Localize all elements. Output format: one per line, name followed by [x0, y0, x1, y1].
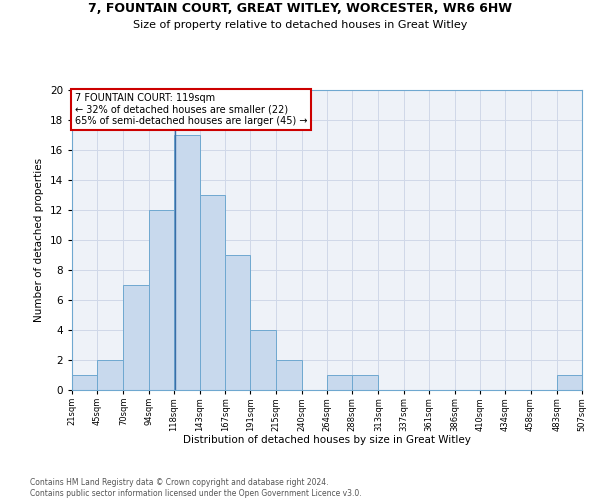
Y-axis label: Number of detached properties: Number of detached properties — [34, 158, 44, 322]
Bar — [149, 210, 174, 390]
Bar — [327, 375, 352, 390]
Bar — [275, 360, 302, 390]
Text: Contains HM Land Registry data © Crown copyright and database right 2024.
Contai: Contains HM Land Registry data © Crown c… — [30, 478, 362, 498]
Text: 7 FOUNTAIN COURT: 119sqm
← 32% of detached houses are smaller (22)
65% of semi-d: 7 FOUNTAIN COURT: 119sqm ← 32% of detach… — [74, 93, 307, 126]
Bar — [352, 375, 379, 390]
Bar — [225, 255, 250, 390]
Bar — [72, 375, 97, 390]
Text: 7, FOUNTAIN COURT, GREAT WITLEY, WORCESTER, WR6 6HW: 7, FOUNTAIN COURT, GREAT WITLEY, WORCEST… — [88, 2, 512, 16]
Text: Size of property relative to detached houses in Great Witley: Size of property relative to detached ho… — [133, 20, 467, 30]
Bar — [97, 360, 124, 390]
Bar — [250, 330, 275, 390]
Bar — [557, 375, 582, 390]
Text: Distribution of detached houses by size in Great Witley: Distribution of detached houses by size … — [183, 435, 471, 445]
Bar — [174, 135, 200, 390]
Bar — [200, 195, 225, 390]
Bar — [124, 285, 149, 390]
